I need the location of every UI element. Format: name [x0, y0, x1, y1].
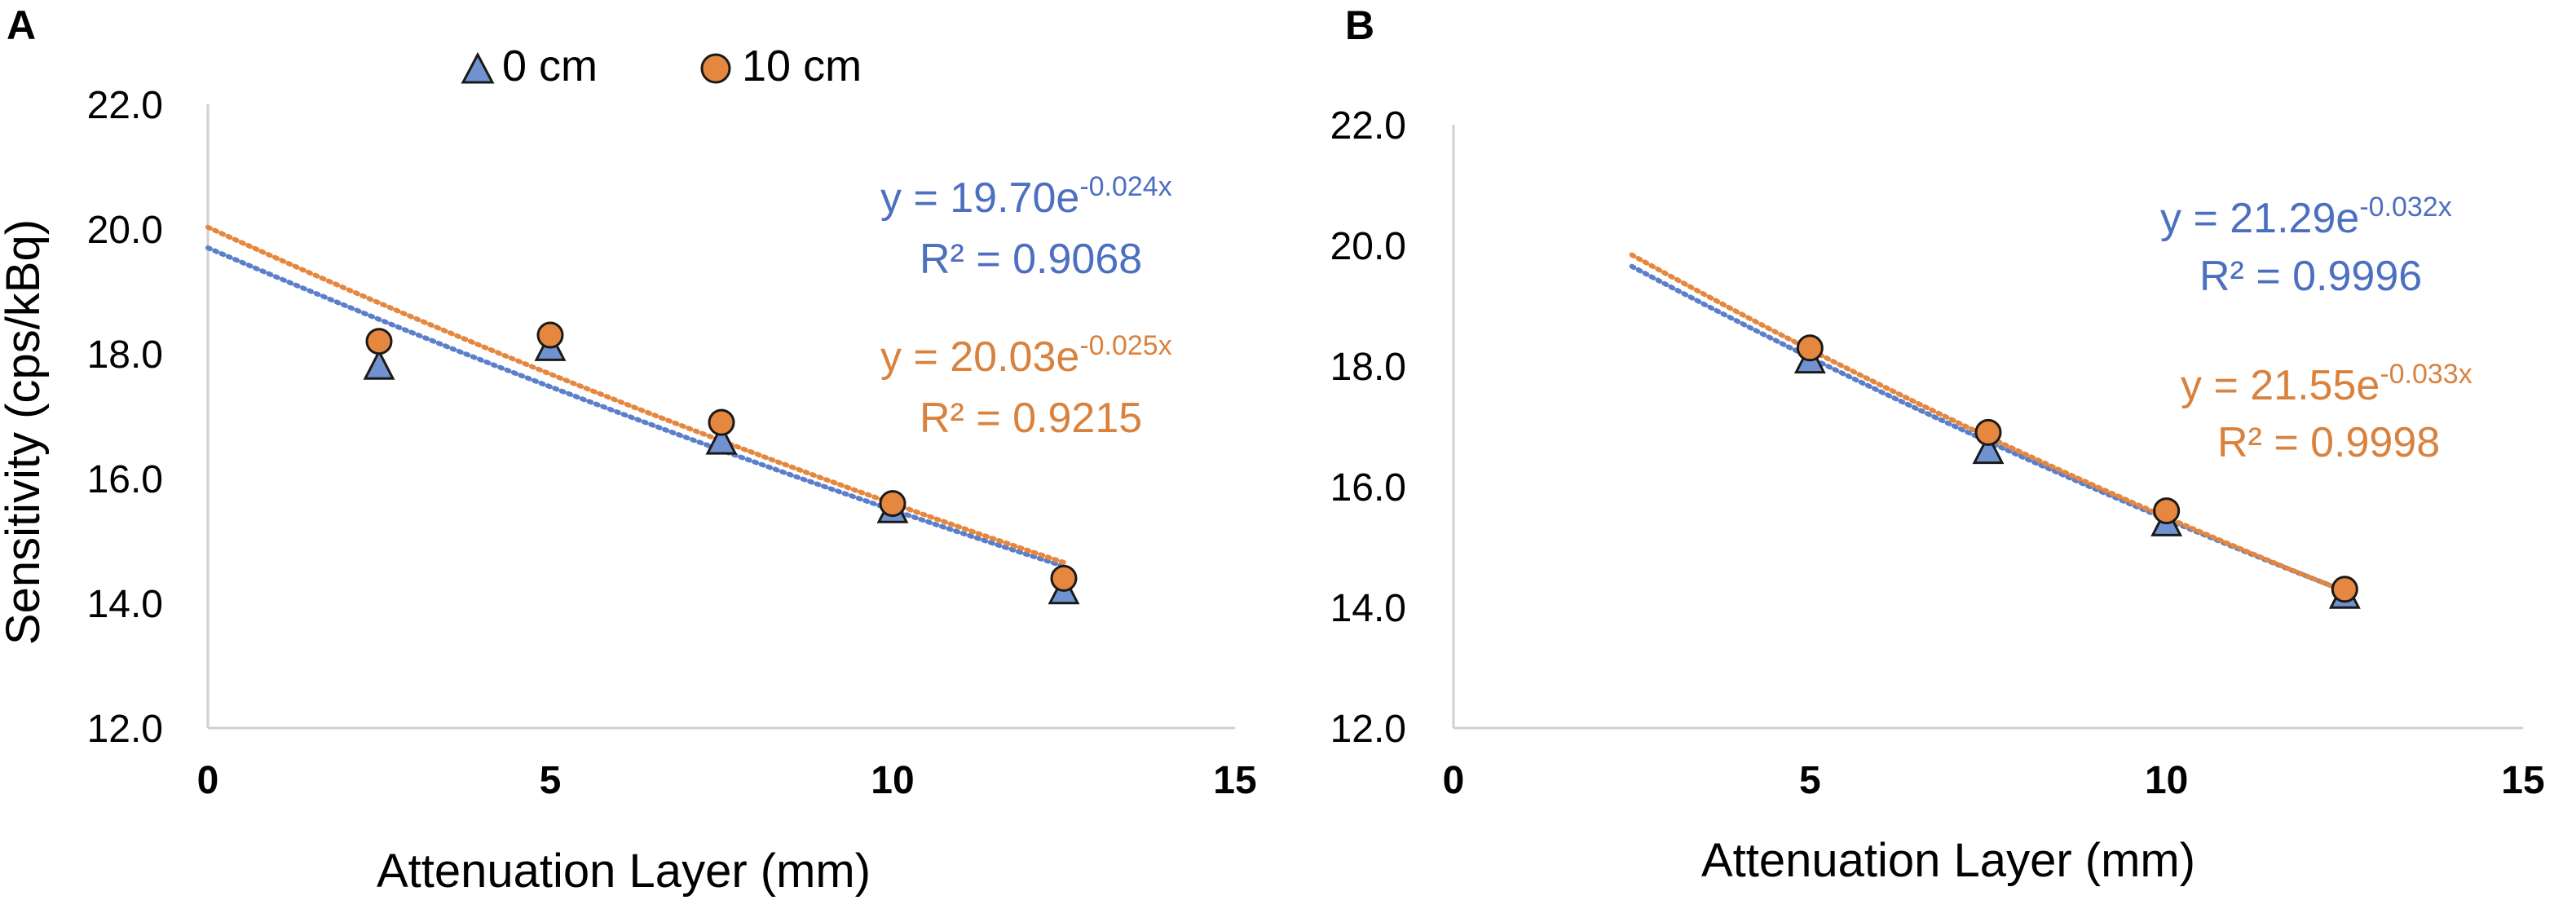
x-tick-label: 15 [2501, 759, 2544, 802]
equation-main: y = 20.03e [880, 333, 1079, 381]
x-axis-label-a: Attenuation Layer (mm) [377, 845, 871, 898]
equation-text: y = 19.70e-0.024x [880, 171, 1172, 222]
y-tick-label: 20.0 [1330, 225, 1406, 268]
x-tick-label: 0 [197, 759, 219, 802]
r2-a-0cm: R² = 0.9068 [920, 236, 1142, 283]
equation-text: y = 21.29e-0.032x [2160, 192, 2452, 242]
equation-exponent: -0.032x [2359, 192, 2451, 223]
x-tick-label: 0 [1443, 759, 1465, 802]
legend: 0 cm 10 cm [461, 42, 862, 90]
y-tick-label: 22.0 [87, 84, 163, 127]
x-axis-label-b: Attenuation Layer (mm) [1701, 834, 2195, 887]
y-tick-label: 12.0 [1330, 708, 1406, 751]
data-point-10cm [365, 328, 393, 355]
marks-a [363, 321, 1080, 605]
y-tick-label: 14.0 [1330, 587, 1406, 630]
y-tick-label: 20.0 [87, 209, 163, 252]
data-point-10cm [879, 490, 906, 518]
legend-triangle-icon [461, 51, 495, 84]
equation-text: y = 21.55e-0.033x [2181, 359, 2472, 409]
panel-label-b: B [1345, 2, 1374, 48]
data-point-10cm [536, 321, 564, 349]
tick-labels-a: 0 5 10 15 12.0 14.0 16.0 18.0 20.0 22.0 [87, 84, 1257, 802]
equation-main: y = 21.55e [2181, 362, 2380, 409]
panel-a: A 0 cm 10 cm 0 5 10 15 12.0 14.0 16.0 18.0 20.0 2… [0, 2, 1257, 898]
trendline-0cm [205, 245, 1066, 569]
y-axis-label-a: Sensitivity (cps/kBq) [0, 219, 50, 645]
data-point-0cm [363, 349, 395, 380]
data-point-10cm [708, 408, 735, 436]
r2-b-10cm: R² = 0.9998 [2217, 419, 2440, 466]
y-tick-label: 16.0 [1330, 466, 1406, 510]
equation-main: y = 19.70e [880, 174, 1079, 222]
x-tick-label: 5 [1799, 759, 1821, 802]
equation-a-10cm: y = 20.03e-0.025x R² = 0.9215 [880, 330, 1172, 442]
y-tick-label: 12.0 [87, 708, 163, 751]
y-tick-label: 18.0 [87, 333, 163, 377]
data-point-0cm [1972, 433, 2005, 465]
equation-main: y = 21.29e [2160, 195, 2359, 242]
equation-exponent: -0.024x [1079, 171, 1171, 202]
data-point-10cm [1050, 564, 1078, 592]
legend-circle-icon [700, 53, 731, 84]
axes-b [1452, 125, 2523, 730]
data-point-10cm [1796, 334, 1824, 362]
y-tick-label: 14.0 [87, 583, 163, 626]
r2-b-0cm: R² = 0.9996 [2199, 253, 2422, 300]
panel-b: B 0 5 10 15 12.0 14.0 16.0 18.0 20.0 22.0 Attenua… [1330, 2, 2545, 887]
y-tick-label: 16.0 [87, 458, 163, 501]
y-tick-label: 18.0 [1330, 346, 1406, 389]
marks-b [1793, 334, 2361, 609]
x-tick-label: 15 [1213, 759, 1256, 802]
y-tick-label: 22.0 [1330, 104, 1406, 148]
axes-a [206, 104, 1235, 730]
x-tick-label: 10 [871, 759, 914, 802]
data-point-10cm [2331, 576, 2358, 603]
x-tick-label: 5 [540, 759, 562, 802]
trendline-10cm [205, 224, 1066, 565]
equation-a-0cm: y = 19.70e-0.024x R² = 0.9068 [880, 171, 1172, 283]
r2-a-10cm: R² = 0.9215 [920, 395, 1142, 442]
trendlines-a [205, 224, 1066, 569]
equation-b-10cm: y = 21.55e-0.033x R² = 0.9998 [2181, 359, 2472, 466]
legend-label-0cm: 0 cm [502, 42, 598, 90]
panel-label-a: A [7, 2, 36, 48]
tick-labels-b: 0 5 10 15 12.0 14.0 16.0 18.0 20.0 22.0 [1330, 104, 2545, 802]
data-point-0cm [705, 423, 738, 455]
equation-text: y = 20.03e-0.025x [880, 330, 1172, 381]
legend-label-10cm: 10 cm [742, 42, 862, 90]
data-point-10cm [1974, 418, 2002, 446]
equation-exponent: -0.025x [1079, 330, 1171, 361]
x-tick-label: 10 [2145, 759, 2188, 802]
equation-exponent: -0.033x [2380, 359, 2472, 390]
equation-b-0cm: y = 21.29e-0.032x R² = 0.9996 [2160, 192, 2452, 300]
data-point-10cm [2153, 497, 2181, 525]
